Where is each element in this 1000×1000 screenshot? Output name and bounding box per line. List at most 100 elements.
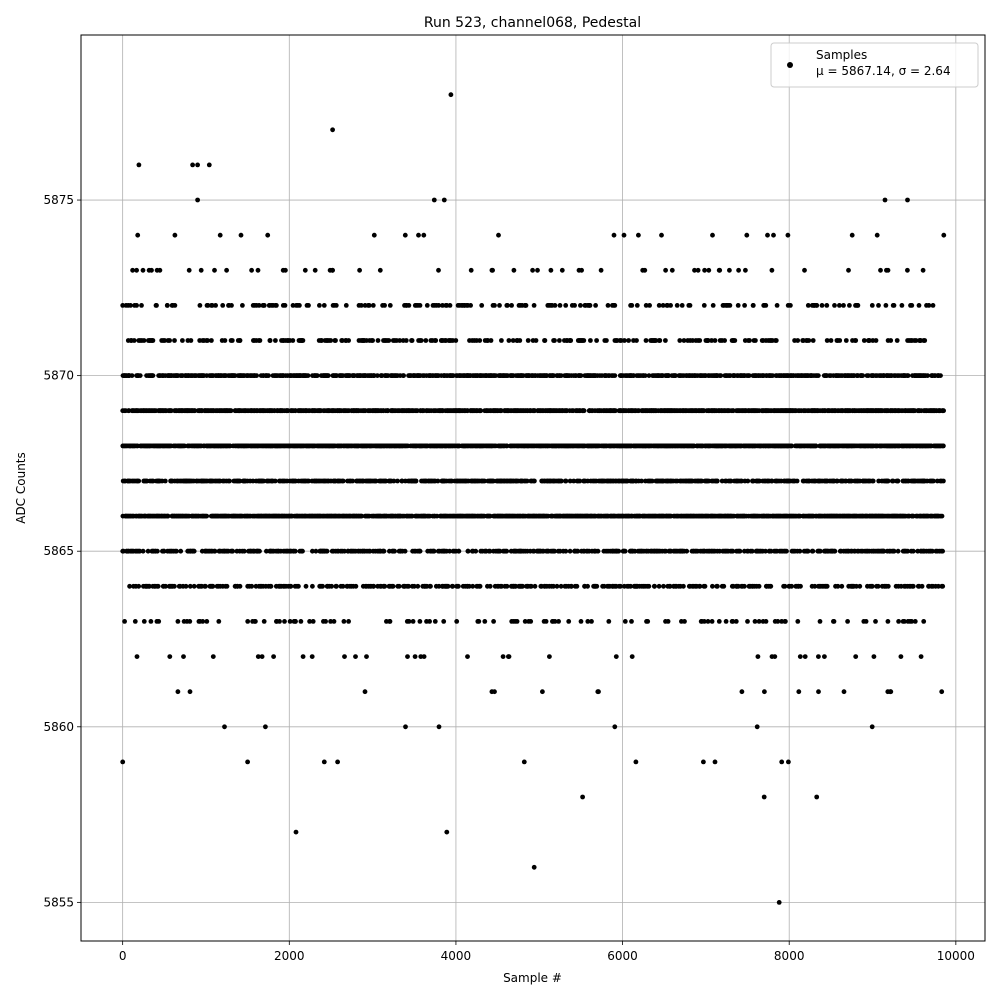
sample-point bbox=[478, 408, 484, 414]
sample-point bbox=[253, 619, 258, 624]
sample-point bbox=[869, 583, 875, 589]
sample-point bbox=[789, 443, 794, 449]
sample-point bbox=[528, 583, 534, 589]
sample-point bbox=[172, 583, 177, 589]
sample-point bbox=[210, 654, 216, 659]
sample-point bbox=[873, 619, 878, 624]
sample-point bbox=[305, 373, 311, 378]
sample-point bbox=[140, 548, 146, 554]
sample-point bbox=[163, 583, 169, 589]
sample-point bbox=[574, 583, 580, 589]
sample-point bbox=[558, 478, 564, 484]
sample-point bbox=[567, 548, 573, 554]
sample-point bbox=[749, 548, 755, 554]
sample-point bbox=[328, 619, 333, 624]
sample-point bbox=[796, 689, 802, 695]
sample-point bbox=[427, 619, 432, 624]
sample-point bbox=[499, 583, 504, 589]
sample-point bbox=[273, 338, 278, 343]
sample-point bbox=[342, 548, 347, 554]
sample-point bbox=[612, 724, 618, 730]
sample-point bbox=[558, 583, 564, 589]
sample-point bbox=[595, 548, 601, 554]
sample-point bbox=[300, 338, 306, 343]
sample-point bbox=[230, 548, 236, 554]
sample-point bbox=[504, 443, 510, 449]
sample-point bbox=[204, 513, 210, 519]
sample-point bbox=[122, 619, 127, 624]
sample-point bbox=[491, 619, 496, 624]
sample-point bbox=[666, 373, 671, 378]
sample-point bbox=[939, 689, 945, 695]
sample-point bbox=[418, 654, 424, 659]
sample-point bbox=[514, 619, 520, 624]
sample-point bbox=[224, 583, 230, 589]
sample-point bbox=[165, 513, 171, 519]
sample-point bbox=[254, 373, 259, 378]
sample-point bbox=[697, 583, 703, 589]
sample-point bbox=[410, 619, 416, 624]
sample-point bbox=[797, 654, 803, 659]
sample-point bbox=[257, 548, 262, 554]
sample-point bbox=[723, 619, 729, 624]
sample-point bbox=[817, 548, 823, 554]
sample-point bbox=[191, 583, 197, 589]
sample-point bbox=[134, 654, 140, 659]
sample-point bbox=[137, 548, 143, 554]
sample-point bbox=[888, 689, 894, 695]
sample-point bbox=[188, 338, 194, 343]
sample-point bbox=[482, 619, 488, 624]
sample-point bbox=[131, 338, 137, 343]
sample-point bbox=[885, 478, 891, 484]
sample-point bbox=[941, 478, 946, 484]
sample-point bbox=[891, 548, 897, 554]
sample-point bbox=[755, 654, 761, 659]
sample-point bbox=[681, 583, 686, 589]
sample-point bbox=[885, 619, 891, 624]
sample-point bbox=[552, 619, 558, 624]
sample-point bbox=[578, 619, 584, 624]
sample-point bbox=[709, 619, 715, 624]
sample-point bbox=[822, 654, 827, 659]
sample-point bbox=[428, 583, 433, 589]
sample-point bbox=[245, 619, 251, 624]
chart-title: Run 523, channel068, Pedestal bbox=[424, 15, 641, 31]
sample-point bbox=[341, 619, 347, 624]
sample-point bbox=[434, 513, 440, 519]
sample-point bbox=[520, 583, 525, 589]
sample-point bbox=[435, 478, 441, 484]
sample-point bbox=[187, 689, 193, 695]
sample-point bbox=[141, 619, 147, 624]
sample-point bbox=[150, 338, 156, 343]
sample-point bbox=[739, 478, 744, 484]
sample-point bbox=[205, 338, 210, 343]
sample-point bbox=[310, 583, 315, 589]
sample-point bbox=[930, 548, 935, 554]
sample-point bbox=[267, 338, 273, 343]
sample-point bbox=[606, 619, 612, 624]
sample-point bbox=[895, 548, 901, 554]
sample-point bbox=[831, 619, 837, 624]
sample-point bbox=[673, 373, 678, 378]
sample-point bbox=[497, 548, 503, 554]
sample-point bbox=[616, 548, 622, 554]
sample-point bbox=[746, 373, 752, 378]
sample-point bbox=[263, 724, 268, 730]
sample-point bbox=[875, 583, 881, 589]
sample-point bbox=[834, 478, 840, 484]
sample-point bbox=[187, 619, 193, 624]
sample-point bbox=[941, 408, 946, 414]
sample-point bbox=[237, 478, 243, 484]
sample-point bbox=[210, 583, 216, 589]
sample-point bbox=[181, 654, 186, 659]
sample-point bbox=[772, 654, 778, 659]
sample-point bbox=[282, 619, 287, 624]
sample-point bbox=[589, 619, 594, 624]
sample-point bbox=[940, 548, 945, 554]
sample-point bbox=[436, 583, 442, 589]
sample-point bbox=[939, 513, 945, 519]
sample-point bbox=[699, 478, 705, 484]
sample-point bbox=[506, 654, 512, 659]
sample-point bbox=[768, 583, 774, 589]
sample-point bbox=[450, 583, 456, 589]
